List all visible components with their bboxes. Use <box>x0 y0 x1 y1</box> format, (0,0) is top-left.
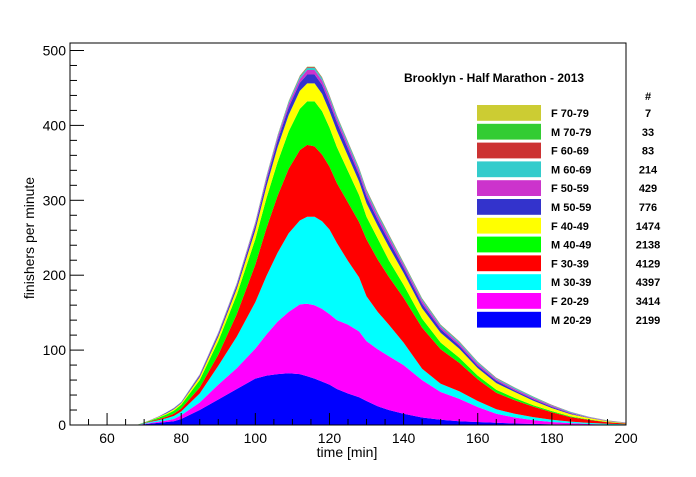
legend-count: 776 <box>639 202 657 214</box>
legend-label: M 40-49 <box>551 240 591 252</box>
area-series-m-40-49 <box>136 101 626 426</box>
x-tick-label: 80 <box>173 430 189 446</box>
legend-label: F 20-29 <box>551 296 589 308</box>
legend-label: M 30-39 <box>551 277 591 289</box>
legend-swatch <box>477 311 541 328</box>
area-series-f-20-29 <box>136 303 626 425</box>
y-tick-label: 100 <box>43 342 67 358</box>
y-axis-title: finishers per minute <box>21 177 37 299</box>
x-tick-label: 200 <box>614 430 638 446</box>
legend-label: F 30-39 <box>551 258 589 270</box>
x-tick-label: 140 <box>392 430 416 446</box>
legend-swatch <box>477 123 541 140</box>
legend-swatch <box>477 293 541 309</box>
legend-swatch <box>477 255 541 272</box>
legend-count: 7 <box>645 108 651 120</box>
legend-label: F 60-69 <box>551 146 589 158</box>
legend-label: M 50-59 <box>551 202 591 214</box>
y-tick-label: 200 <box>43 267 67 283</box>
x-tick-label: 120 <box>318 430 342 446</box>
legend-count: 83 <box>642 146 654 158</box>
legend-count: 2138 <box>636 240 660 252</box>
y-tick-label: 300 <box>43 192 67 208</box>
y-tick-label: 400 <box>43 117 67 133</box>
legend: F 70-79 7 M 70-79 33 F 60-69 83 M 60-69 214 F 50… <box>477 105 661 328</box>
y-tick-label: 500 <box>43 42 67 58</box>
legend-swatch <box>477 105 541 121</box>
legend-label: M 70-79 <box>551 127 591 139</box>
x-tick-label: 60 <box>99 430 115 446</box>
legend-count: 4129 <box>636 258 660 270</box>
legend-label: F 70-79 <box>551 108 589 120</box>
legend-swatch <box>477 180 541 196</box>
legend-swatch <box>477 236 541 253</box>
legend-label: F 50-59 <box>551 183 589 195</box>
legend-label: F 40-49 <box>551 221 589 233</box>
legend-swatch <box>477 217 541 234</box>
axes-layer: 60 80 100 120 140 160 180 200 0 100 200 300 400 500 <box>43 42 638 446</box>
areas-layer <box>136 66 626 426</box>
x-tick-label: 180 <box>540 430 564 446</box>
area-series-m-30-39 <box>136 216 626 425</box>
legend-label: M 20-29 <box>551 315 591 327</box>
area-series-f-30-39 <box>136 144 626 425</box>
y-tick-label: 0 <box>58 417 66 433</box>
legend-count: 33 <box>642 127 654 139</box>
x-axis-title: time [min] <box>317 444 378 460</box>
legend-count: 2199 <box>636 315 660 327</box>
legend-swatch <box>477 274 541 290</box>
legend-count: 1474 <box>636 221 661 233</box>
x-tick-label: 160 <box>466 430 490 446</box>
legend-swatch <box>477 142 541 159</box>
chart-title: Brooklyn - Half Marathon - 2013 <box>404 71 584 85</box>
legend-count: 429 <box>639 183 657 195</box>
legend-count: 3414 <box>636 296 661 308</box>
legend-count: 214 <box>639 164 658 176</box>
legend-count-header: # <box>645 91 651 103</box>
x-tick-label: 100 <box>244 430 268 446</box>
legend-label: M 60-69 <box>551 164 591 176</box>
legend-count: 4397 <box>636 277 660 289</box>
legend-swatch <box>477 161 541 178</box>
legend-swatch <box>477 199 541 215</box>
area-series-m-20-29 <box>136 373 626 425</box>
